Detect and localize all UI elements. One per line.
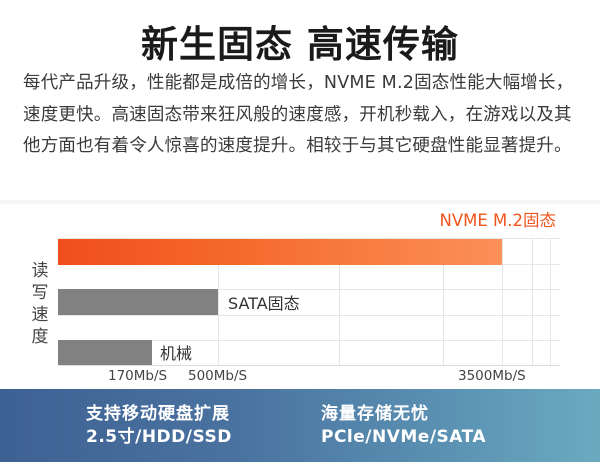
gridline (58, 238, 560, 239)
speed-comparison-chart: NVME M.2固态 读写速度 SATA固态 机械 170Mb/S 500Mb/… (0, 200, 600, 389)
bar-sata (58, 289, 218, 315)
x-axis-line (58, 365, 560, 366)
bar-label-sata: SATA固态 (228, 294, 300, 313)
x-tick-170: 170Mb/S (108, 368, 168, 384)
bar-hdd (58, 340, 152, 365)
chart-divider (0, 200, 600, 204)
feature-storage: 海量存储无忧 PCle/NVMe/SATA (321, 402, 486, 448)
page-title: 新生固态 高速传输 (141, 23, 459, 66)
gridline (218, 264, 219, 365)
gridline (339, 264, 340, 365)
feature-mobile-drive: 支持移动硬盘扩展 2.5寸/HDD/SSD (86, 402, 232, 448)
x-tick-500: 500Mb/S (188, 368, 248, 384)
bar-nvme (58, 239, 502, 265)
feature-title: 海量存储无忧 (321, 404, 429, 424)
gridline (502, 238, 503, 365)
bar-label-hdd: 机械 (160, 344, 193, 363)
y-axis-label: 读写速度 (31, 261, 49, 347)
gridline (58, 340, 560, 341)
nvme-legend-label: NVME M.2固态 (439, 211, 556, 230)
feature-subtitle: PCle/NVMe/SATA (321, 427, 487, 447)
feature-subtitle: 2.5寸/HDD/SSD (86, 427, 232, 447)
gridline (58, 289, 560, 290)
gridline (550, 238, 551, 365)
gridline (532, 238, 533, 365)
gridline (443, 264, 444, 365)
description-text: 每代产品升级，性能都是成倍的增长，NVME M.2固态性能大幅增长，速度更快。高… (23, 73, 574, 156)
x-tick-3500: 3500Mb/S (458, 368, 526, 384)
gridline (58, 315, 560, 316)
feature-title: 支持移动硬盘扩展 (86, 404, 230, 424)
feature-banner: 支持移动硬盘扩展 2.5寸/HDD/SSD 海量存储无忧 PCle/NVMe/S… (0, 389, 600, 462)
